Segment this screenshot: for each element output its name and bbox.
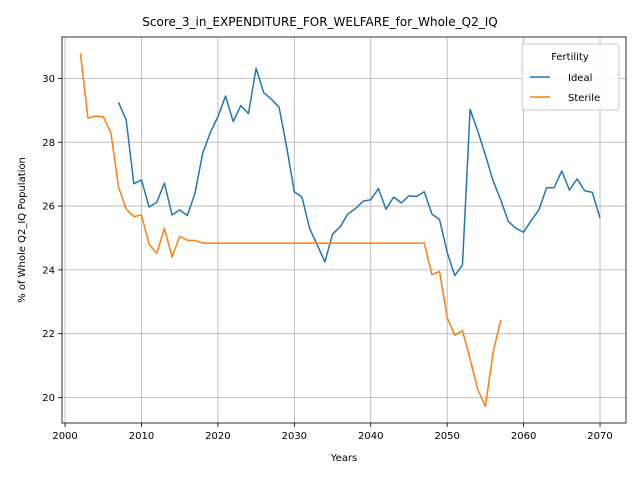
x-tick-label: 2070 <box>587 431 612 442</box>
chart-title: Score_3_in_EXPENDITURE_FOR_WELFARE_for_W… <box>142 15 497 29</box>
y-tick-label: 28 <box>42 138 55 149</box>
y-tick-label: 22 <box>42 329 55 340</box>
series-line-ideal <box>117 67 601 277</box>
x-tick-label: 2010 <box>129 431 154 442</box>
legend-label-sterile: Sterile <box>568 93 600 104</box>
x-tick-label: 2020 <box>205 431 230 442</box>
y-tick-label: 20 <box>42 393 55 404</box>
x-tick-label: 2040 <box>358 431 383 442</box>
legend-box <box>521 43 620 111</box>
legend: Fertility Ideal Sterile <box>521 43 620 111</box>
y-axis-label: % of Whole Q2_IQ Population <box>17 157 28 303</box>
y-tick-label: 30 <box>42 74 55 85</box>
x-tick-label: 2030 <box>282 431 307 442</box>
x-tick-label: 2060 <box>511 431 536 442</box>
y-tick-label: 24 <box>42 265 55 276</box>
x-tick-label: 2050 <box>434 431 459 442</box>
y-axis: 20 22 24 26 28 30 <box>42 74 62 404</box>
legend-title: Fertility <box>551 52 589 63</box>
x-tick-label: 2000 <box>52 431 77 442</box>
plot-frame <box>61 36 627 424</box>
x-axis: 2000 2010 2020 2030 2040 2050 2060 2070 <box>52 423 613 442</box>
legend-label-ideal: Ideal <box>568 73 592 84</box>
series-line-sterile <box>79 53 502 408</box>
series-lines <box>79 53 601 408</box>
y-tick-label: 26 <box>42 202 55 213</box>
x-axis-label: Years <box>330 453 357 464</box>
